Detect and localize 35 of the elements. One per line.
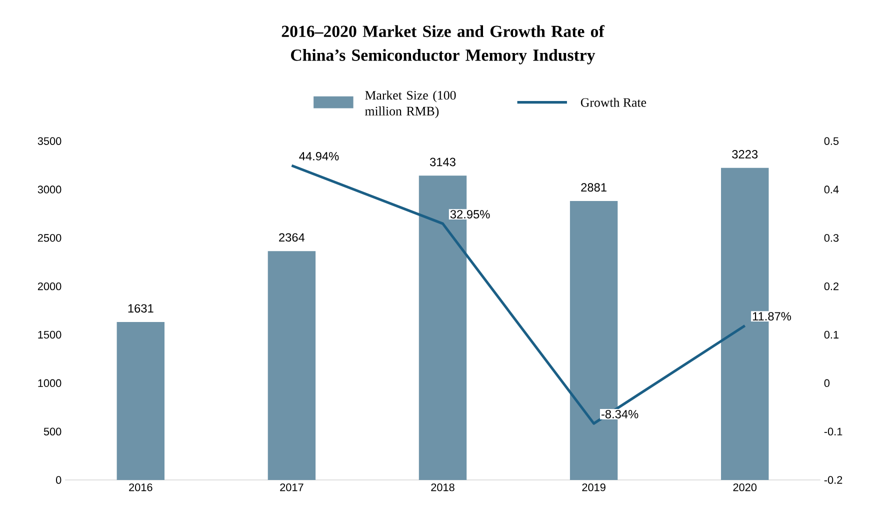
x-tick-label: 2019 (582, 484, 606, 492)
y-tick-label: 3500 (38, 137, 62, 146)
x-tick-label: 2020 (733, 484, 757, 492)
y2-tick-label: -0.1 (824, 428, 842, 436)
data-label: 2881 (581, 183, 606, 192)
data-label: 3143 (430, 158, 456, 166)
bar (116, 322, 165, 480)
bar (268, 251, 316, 480)
data-label: 2364 (279, 233, 305, 242)
data-label: -8.34% (601, 410, 638, 419)
y-tick-label: 500 (44, 428, 62, 436)
y2-tick-label: 0 (824, 379, 830, 388)
x-tick-label: 2018 (431, 484, 454, 492)
y2-tick-label: 0.5 (824, 137, 839, 146)
y2-tick-label: 0.4 (824, 186, 839, 194)
y-tick-label: 2000 (38, 282, 62, 290)
y-tick-label: 1000 (38, 379, 62, 388)
chart-title: 2016–2020 Market Size and Growth Rate of China’s Semiconductor Memory Industry (282, 25, 605, 64)
x-tick-label: 2017 (280, 484, 304, 492)
legend-label: Growth Rate (580, 98, 646, 108)
y-tick-label: 0 (56, 476, 62, 484)
y2-tick-label: -0.2 (824, 476, 842, 484)
y-tick-label: 2500 (38, 234, 62, 242)
y2-tick-label: 0.3 (824, 234, 839, 242)
data-label: 1631 (128, 304, 154, 313)
data-label: 11.87% (752, 312, 792, 321)
data-label: 3223 (732, 150, 758, 159)
y2-tick-label: 0.2 (824, 282, 838, 290)
y2-tick-label: 0.1 (824, 331, 838, 339)
data-label: 32.95% (450, 210, 490, 219)
y-tick-label: 3000 (38, 186, 62, 194)
y-tick-label: 1500 (38, 331, 62, 339)
data-label: 44.94% (299, 152, 339, 161)
x-tick-label: 2016 (129, 484, 152, 492)
legend-label: Market Size (100 million RMB) (365, 90, 456, 118)
